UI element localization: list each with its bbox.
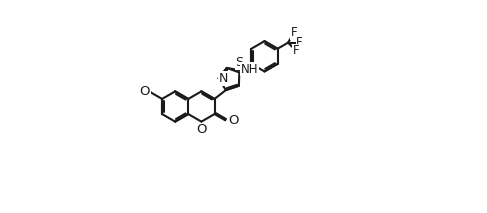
Text: F: F [296, 36, 303, 49]
Text: O: O [196, 123, 206, 136]
Text: O: O [139, 85, 150, 98]
Text: F: F [293, 44, 300, 57]
Text: F: F [290, 26, 297, 39]
Text: N: N [219, 72, 228, 85]
Text: O: O [228, 114, 239, 127]
Text: S: S [235, 56, 244, 69]
Text: NH: NH [241, 63, 259, 76]
